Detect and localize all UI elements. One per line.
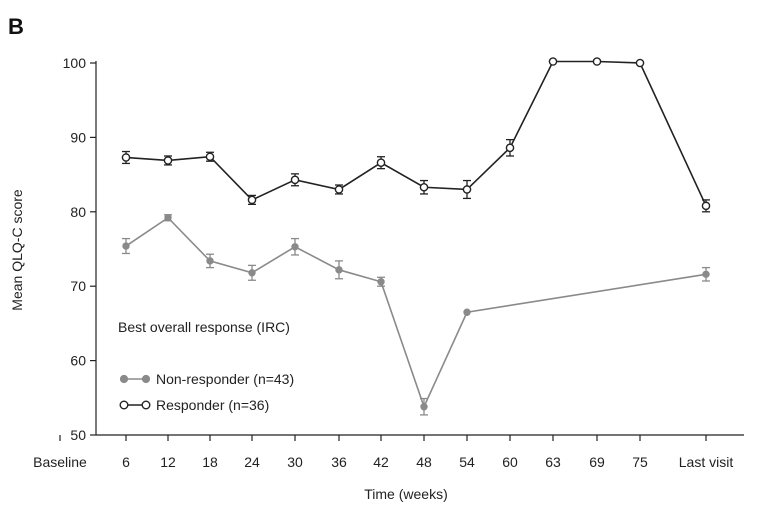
- data-point: [248, 269, 256, 277]
- data-point: [291, 243, 299, 251]
- data-point: [635, 58, 645, 68]
- y-tick-label: 50: [70, 427, 86, 443]
- y-axis-label: Mean QLQ-C score: [9, 189, 25, 311]
- data-point: [334, 185, 344, 194]
- legend: Best overall response (IRC) Non-responde…: [118, 319, 294, 413]
- legend-marker: [141, 374, 151, 384]
- data-point: [420, 403, 428, 411]
- series-responder: [121, 57, 711, 213]
- x-tick-label: 36: [331, 454, 347, 470]
- x-tick-label: 54: [459, 454, 475, 470]
- data-point: [206, 257, 214, 265]
- data-point: [701, 201, 711, 211]
- series-non-responder: [122, 214, 710, 416]
- series-layer: [121, 57, 711, 416]
- y-tick-label: 60: [70, 353, 86, 369]
- data-point: [505, 143, 515, 153]
- legend-label: Responder (n=36): [156, 397, 269, 413]
- x-axis-label: Time (weeks): [364, 486, 448, 502]
- data-point: [121, 153, 131, 162]
- legend-marker: [119, 374, 129, 384]
- legend-marker: [141, 400, 151, 410]
- data-point: [164, 214, 172, 222]
- x-tick-label: 69: [589, 454, 605, 470]
- legend-items: Non-responder (n=43) Responder (n=36): [119, 371, 294, 413]
- x-tick-label: Baseline: [33, 454, 87, 470]
- panel-label: B: [8, 14, 24, 39]
- data-point: [122, 242, 130, 250]
- legend-item: Non-responder (n=43): [119, 371, 294, 387]
- legend-item: Responder (n=36): [119, 397, 269, 413]
- data-point: [592, 57, 602, 66]
- x-tick-label: 24: [244, 454, 260, 470]
- data-point: [376, 158, 386, 167]
- x-tick-label: 6: [122, 454, 130, 470]
- data-point: [419, 182, 429, 192]
- data-point: [205, 152, 215, 162]
- data-point: [377, 278, 385, 286]
- x-tick-label: 42: [373, 454, 389, 470]
- x-tick-label: 48: [416, 454, 432, 470]
- x-tick-label: 60: [502, 454, 518, 470]
- y-tick-label: 100: [63, 55, 87, 71]
- data-point: [335, 266, 343, 274]
- data-point: [702, 270, 710, 278]
- data-point: [247, 195, 257, 205]
- series-line: [125, 60, 707, 207]
- x-tick-label: 63: [545, 454, 561, 470]
- data-point: [163, 156, 173, 165]
- series-line: [125, 216, 707, 409]
- x-tick-label: 12: [160, 454, 176, 470]
- y-tick-label: 70: [70, 278, 86, 294]
- x-tick-label: 30: [287, 454, 303, 470]
- legend-title: Best overall response (IRC): [118, 319, 290, 335]
- x-tick-label: 75: [632, 454, 648, 470]
- x-tick-label: Last visit: [679, 454, 734, 470]
- legend-marker: [119, 400, 129, 410]
- axes: 50 60 70 80 90 100 Baseline 6 12 18 24 30 36 42 48 54 60…: [33, 55, 744, 470]
- x-tick-label: 18: [202, 454, 218, 470]
- legend-label: Non-responder (n=43): [156, 371, 294, 387]
- data-point: [548, 57, 558, 66]
- data-point: [290, 175, 300, 185]
- y-tick-label: 80: [70, 204, 86, 220]
- y-tick-label: 90: [70, 129, 86, 145]
- data-point: [462, 185, 472, 194]
- data-point: [463, 308, 471, 316]
